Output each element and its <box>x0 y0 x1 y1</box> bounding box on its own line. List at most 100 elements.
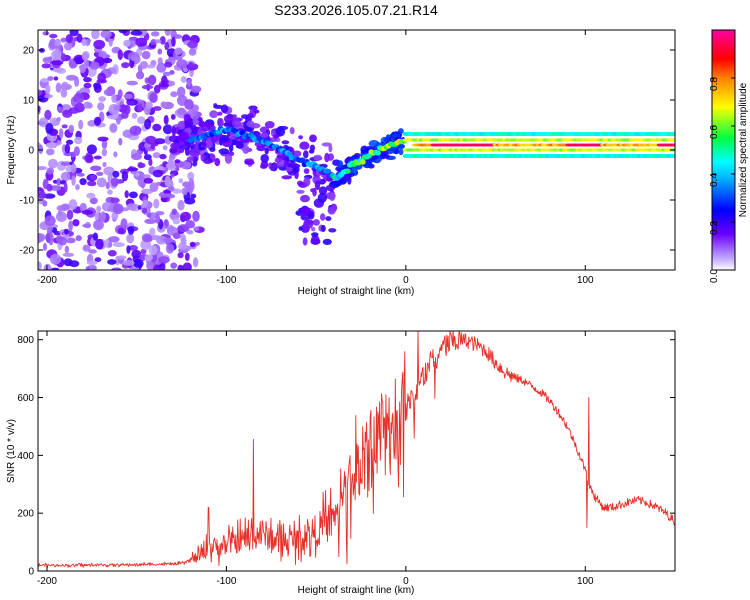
heatmap-cell <box>90 165 102 172</box>
heatmap-cell <box>153 84 161 94</box>
heatmap-cell <box>164 175 171 187</box>
heatmap-cell <box>38 233 43 244</box>
x-tick-label: -100 <box>216 275 236 286</box>
heatmap-cell <box>71 175 76 186</box>
heatmap-cell <box>174 159 181 164</box>
heatmap-cell <box>172 218 181 225</box>
heatmap-cell <box>192 210 200 222</box>
heatmap-cell <box>101 202 111 212</box>
heatmap-cell <box>94 257 102 263</box>
heatmap-cell <box>260 132 269 138</box>
heatmap-cell <box>149 182 159 192</box>
heatmap-cell <box>128 191 138 199</box>
heatmap-cell <box>111 212 119 221</box>
heatmap-cell <box>46 167 54 175</box>
heatmap-cell <box>319 213 326 221</box>
heatmap-cell <box>246 120 255 128</box>
spectrogram-ylabel: Frequency (Hz) <box>6 116 17 185</box>
heatmap-cell <box>174 47 183 55</box>
heatmap-cell <box>184 99 194 110</box>
heatmap-cell <box>209 110 219 119</box>
heatmap-cell <box>91 30 100 40</box>
heatmap-cell <box>168 186 175 192</box>
heatmap-cell <box>103 88 116 97</box>
heatmap-cell <box>70 163 77 174</box>
heatmap-cell <box>670 143 675 147</box>
heatmap-cell <box>129 125 142 136</box>
heatmap-cell <box>162 124 173 135</box>
y-tick-label: 0 <box>28 146 34 157</box>
heatmap-cell <box>126 233 135 244</box>
heatmap-cell <box>66 139 74 145</box>
heatmap-cell <box>38 191 47 199</box>
heatmap-cell <box>190 85 202 94</box>
heatmap-cell <box>152 152 161 159</box>
heatmap-cell <box>45 234 51 244</box>
heatmap-cell <box>170 91 178 98</box>
heatmap-cell <box>54 45 62 51</box>
heatmap-cell <box>76 33 83 43</box>
heatmap-cell <box>165 243 175 254</box>
heatmap-cell <box>200 121 211 132</box>
heatmap-cell <box>65 74 78 81</box>
heatmap-cell <box>126 245 131 254</box>
heatmap-cell <box>296 189 305 194</box>
colorbar-tick-label: 0.4 <box>709 173 720 187</box>
heatmap-cell <box>314 180 321 191</box>
heatmap-cell <box>121 170 129 182</box>
heatmap-cell <box>209 147 216 153</box>
heatmap-cell <box>325 168 332 174</box>
snr-frame <box>37 330 676 572</box>
heatmap-cell <box>264 121 275 129</box>
heatmap-cell <box>160 101 167 108</box>
heatmap-cell <box>144 118 152 130</box>
heatmap-cell <box>60 37 67 43</box>
heatmap-cell <box>321 142 332 147</box>
heatmap-cell <box>47 76 54 81</box>
heatmap-cell <box>93 39 106 50</box>
heatmap-cell <box>253 109 260 114</box>
heatmap-cell <box>171 126 177 137</box>
heatmap-cell <box>38 117 49 128</box>
heatmap-cell <box>324 152 330 163</box>
heatmap-cell <box>112 170 120 178</box>
heatmap-cell <box>76 172 85 177</box>
heatmap-cell <box>86 260 98 266</box>
heatmap-cell <box>137 102 143 112</box>
heatmap-cell <box>177 264 184 270</box>
heatmap-cell <box>164 30 171 36</box>
heatmap-cell <box>79 63 87 74</box>
heatmap-cell <box>140 248 147 255</box>
heatmap-cell <box>171 36 176 47</box>
heatmap-cell <box>313 154 323 161</box>
heatmap-cell <box>270 165 275 171</box>
heatmap-cell <box>223 122 230 127</box>
heatmap-cell <box>131 153 142 161</box>
heatmap-cell <box>188 61 194 71</box>
heatmap-cell <box>187 172 195 180</box>
y-tick-label: 0 <box>28 567 34 578</box>
heatmap-cell <box>73 146 80 157</box>
heatmap-cell <box>44 109 52 121</box>
heatmap-cell <box>274 157 282 163</box>
heatmap-cell <box>87 180 97 187</box>
heatmap-cell <box>60 171 71 182</box>
heatmap-cell <box>311 226 316 232</box>
heatmap-cell <box>398 148 404 156</box>
heatmap-cell <box>146 64 156 69</box>
heatmap-cell <box>42 200 48 207</box>
heatmap-cell <box>170 142 181 150</box>
heatmap-cell <box>260 164 268 169</box>
heatmap-cell <box>96 205 102 213</box>
colorbar-gradient <box>712 30 735 270</box>
y-tick-label: -20 <box>20 246 35 257</box>
heatmap-cell <box>269 137 278 143</box>
heatmap-cell <box>312 187 317 197</box>
heatmap-cell <box>188 178 194 186</box>
heatmap-cell <box>86 144 97 155</box>
heatmap-cell <box>102 161 107 168</box>
heatmap-cell <box>181 144 191 151</box>
snr-series-line <box>38 331 675 568</box>
heatmap-cell <box>298 226 303 231</box>
